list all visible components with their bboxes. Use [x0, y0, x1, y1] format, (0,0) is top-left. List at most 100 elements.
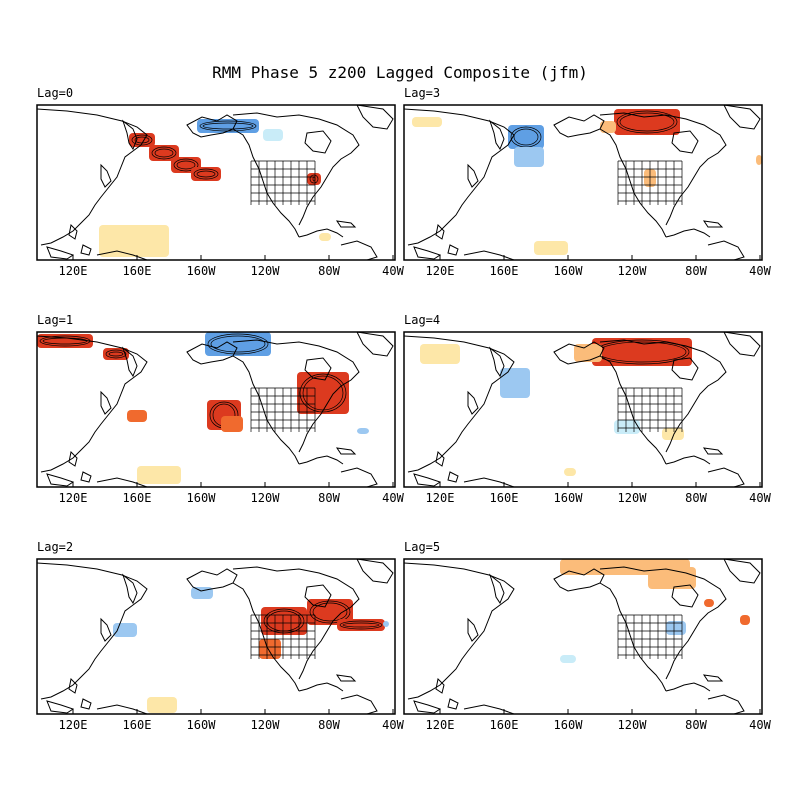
coastline [723, 332, 761, 357]
contour-line [312, 602, 348, 622]
figure-title: RMM Phase 5 z200 Lagged Composite (jfm) [212, 63, 588, 82]
anomaly-shading [319, 233, 331, 241]
panel-frame [403, 558, 763, 715]
coastline [447, 471, 459, 483]
coastline [488, 573, 505, 605]
coastline [232, 355, 300, 465]
coastline [702, 220, 724, 228]
coastline [599, 355, 667, 465]
contour-line [263, 608, 305, 634]
lon-tick-label: 80W [318, 718, 340, 732]
anomaly-shading [534, 241, 568, 255]
lon-tick-label: 160E [123, 491, 152, 505]
coastline [96, 477, 148, 487]
coastline [707, 240, 745, 260]
coastline [356, 559, 394, 584]
lon-tick-label: 40W [749, 264, 771, 278]
anomaly-shading [147, 697, 177, 713]
coastline [37, 335, 148, 473]
coastline [304, 584, 332, 608]
anomaly-shading [127, 410, 147, 422]
contour-line [154, 148, 174, 158]
lon-tick-label: 160W [187, 718, 217, 732]
coastline [80, 698, 92, 710]
coastline [121, 346, 138, 378]
lon-tick-label: 40W [749, 718, 771, 732]
coastline [80, 244, 92, 256]
coastline [671, 584, 699, 608]
coastline [68, 677, 78, 694]
anomaly-shading [263, 129, 283, 141]
coastline [599, 582, 667, 692]
coastline [463, 250, 515, 260]
contour-line [105, 349, 127, 359]
coastline [80, 471, 92, 483]
contour-line [339, 620, 383, 630]
anomaly-shading [191, 167, 221, 181]
lon-tick-label: 80W [318, 264, 340, 278]
coastline [467, 390, 479, 415]
contour-line [173, 158, 199, 172]
coastline [723, 559, 761, 584]
panel-frame [403, 331, 763, 488]
lon-tick-label: 80W [685, 491, 707, 505]
anomaly-shading [113, 623, 137, 637]
coastline [467, 163, 479, 188]
coastline [435, 677, 445, 694]
coastline [121, 119, 138, 151]
lon-tick-label: 160W [554, 491, 584, 505]
coastline [404, 108, 515, 246]
lon-tick-label: 120W [251, 264, 281, 278]
anomaly-shading [297, 372, 349, 414]
contour-line [342, 622, 380, 628]
coastline [68, 450, 78, 467]
coastline [298, 455, 344, 465]
lon-tick-label: 40W [382, 718, 404, 732]
contour-line [309, 600, 351, 624]
coastline [100, 390, 112, 415]
coastline [356, 105, 394, 130]
lon-tick-label: 40W [382, 491, 404, 505]
coastline [304, 357, 332, 381]
coastline [435, 450, 445, 467]
coastline [671, 130, 699, 154]
lon-tick-label: 120W [618, 718, 648, 732]
coastline [340, 240, 378, 260]
coastline [100, 163, 112, 188]
coastline [665, 682, 711, 692]
lon-tick-label: 160E [490, 264, 519, 278]
coastline [335, 220, 357, 228]
coastline [46, 246, 75, 260]
coastline [435, 223, 445, 240]
lon-tick-label: 40W [749, 491, 771, 505]
panel-lag0: Lag=0 120E 160E 160W 120W 80W 40W [36, 86, 405, 278]
anomaly-shading [149, 145, 179, 161]
anomaly-shading [704, 599, 714, 607]
contour-line [202, 122, 254, 130]
anomaly-shading [500, 368, 530, 398]
coastline [340, 694, 378, 714]
lon-tick-label: 120W [618, 264, 648, 278]
coastline [723, 105, 761, 130]
lon-tick-label: 160E [123, 718, 152, 732]
lon-tick-label: 120W [618, 491, 648, 505]
contour-line [176, 160, 196, 170]
anomaly-shading [221, 416, 243, 432]
coastline [68, 223, 78, 240]
anomaly-shading [357, 428, 369, 434]
coastline [298, 682, 344, 692]
coastline [232, 339, 360, 453]
coastline [96, 704, 148, 714]
coastline [232, 128, 300, 238]
coastline [335, 674, 357, 682]
lon-tick-label: 120E [426, 718, 455, 732]
coastline [46, 473, 75, 487]
panels-group: Lag=0 120E 160E 160W 120W 80W 40W Lag=1 120E 160E… [36, 86, 772, 732]
lon-tick-label: 80W [685, 718, 707, 732]
coastline [463, 704, 515, 714]
anomaly-shading [666, 621, 686, 635]
lon-tick-label: 120W [251, 491, 281, 505]
panel-lag4: Lag=4 120E 160E 160W 120W 80W 40W [403, 313, 772, 505]
